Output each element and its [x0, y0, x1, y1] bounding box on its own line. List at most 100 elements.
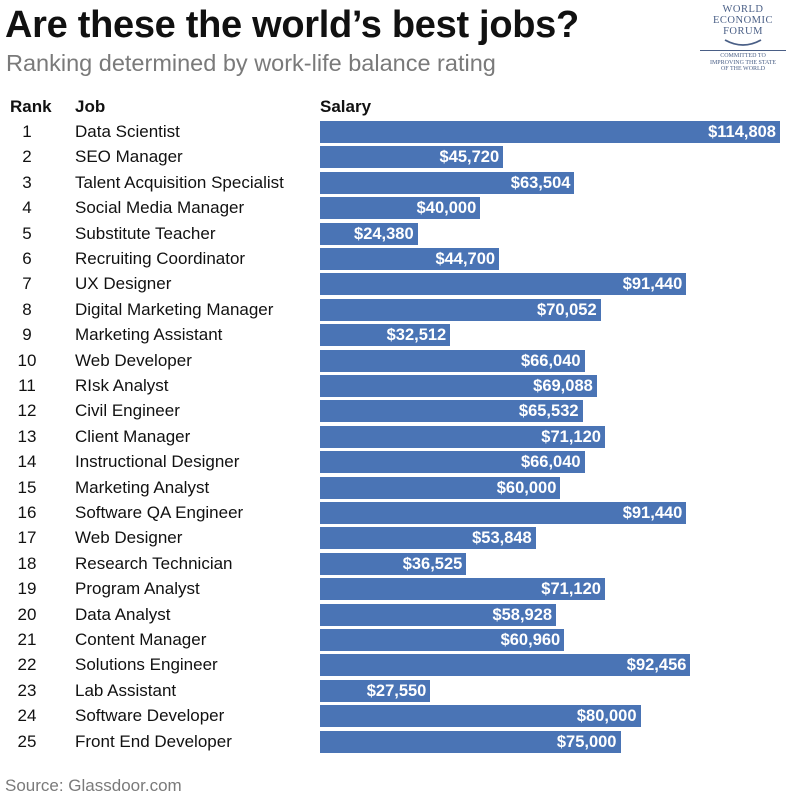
wef-logo: WORLD ECONOMIC FORUM COMMITTED TO IMPROV…	[700, 4, 786, 73]
job-label: Solutions Engineer	[75, 655, 218, 675]
rank-label: 21	[17, 630, 37, 649]
chart-row: 9 Marketing Assistant $32,512	[0, 324, 789, 347]
job-label: Talent Acquisition Specialist	[75, 172, 284, 192]
logo-tagline-2: IMPROVING THE STATE	[709, 59, 777, 66]
salary-bar: $69,088	[320, 375, 597, 397]
rank-label: 20	[17, 604, 37, 624]
chart-row: 15 Marketing Analyst $60,000	[0, 476, 789, 499]
job-label: SEO Manager	[75, 147, 183, 167]
salary-value-label: $70,052	[537, 300, 597, 319]
job-label: Research Technician	[75, 553, 233, 573]
chart-row: 16 Software QA Engineer $91,440	[0, 502, 789, 524]
job-label: Marketing Analyst	[75, 477, 210, 497]
chart-row: 2 SEO Manager $45,720	[0, 146, 789, 169]
rank-label: 13	[17, 426, 37, 446]
job-label: Lab Assistant	[75, 680, 177, 700]
salary-value-label: $75,000	[556, 732, 617, 751]
rank-label: 4	[22, 198, 32, 218]
salary-value-label: $44,700	[435, 250, 496, 268]
chart-row: 8 Digital Marketing Manager $70,052	[0, 298, 789, 321]
salary-value-label: $45,720	[439, 148, 500, 167]
salary-bar: $60,000	[320, 476, 561, 499]
chart-row: 6 Recruiting Coordinator $44,700	[0, 248, 789, 270]
salary-value-label: $36,525	[402, 554, 463, 573]
salary-value-label: $24,380	[354, 224, 414, 243]
rank-label: 23	[17, 680, 37, 700]
job-label: Front End Developer	[75, 731, 232, 751]
job-label: RIsk Analyst	[75, 376, 169, 395]
job-label: Content Manager	[75, 630, 207, 649]
salary-value-label: $40,000	[416, 199, 477, 218]
job-label: Social Media Manager	[75, 198, 245, 218]
job-label: Instructional Designer	[75, 452, 240, 472]
chart-row: 20 Data Analyst $58,928	[0, 603, 789, 626]
chart-row: 10 Web Developer $66,040	[0, 349, 789, 372]
chart-row: 18 Research Technician $36,525	[0, 552, 789, 575]
salary-bar: $32,512	[320, 324, 451, 347]
salary-value-label: $60,960	[500, 631, 561, 649]
chart-title: Are these the world’s best jobs?	[5, 4, 579, 46]
salary-header: Salary	[320, 97, 372, 116]
salary-bar: $92,456	[320, 654, 691, 677]
salary-bar: $58,928	[320, 603, 557, 626]
salary-bar: $40,000	[320, 197, 481, 220]
rank-label: 19	[17, 579, 37, 599]
salary-value-label: $58,928	[492, 605, 553, 624]
rank-label: 11	[18, 376, 36, 395]
job-label: UX Designer	[75, 274, 172, 294]
rank-label: 22	[17, 655, 37, 675]
job-label: Software Developer	[75, 706, 225, 726]
chart-row: 17 Web Designer $53,848	[0, 527, 789, 550]
job-label: Program Analyst	[75, 579, 200, 599]
rank-label: 25	[17, 731, 37, 751]
rank-label: 10	[17, 350, 37, 370]
chart-row: 1 Data Scientist $114,808	[0, 121, 789, 143]
rank-label: 5	[22, 223, 32, 243]
salary-bar: $60,960	[320, 629, 565, 651]
rank-label: 14	[17, 452, 37, 472]
job-label: Data Scientist	[75, 122, 180, 141]
salary-value-label: $114,808	[708, 123, 776, 141]
rank-label: 6	[22, 249, 32, 268]
salary-bar: $44,700	[320, 248, 500, 270]
logo-tagline-1: COMMITTED TO	[720, 53, 766, 59]
chart-row: 5 Substitute Teacher $24,380	[0, 222, 789, 245]
logo-line-3: FORUM	[723, 26, 763, 37]
salary-value-label: $91,440	[622, 275, 683, 294]
chart-row: 23 Lab Assistant $27,550	[0, 679, 789, 702]
salary-bar: $63,504	[320, 171, 575, 194]
rank-label: 9	[22, 325, 32, 345]
rank-label: 16	[17, 503, 37, 522]
rank-label: 24	[17, 706, 37, 726]
rank-label: 2	[22, 147, 32, 167]
rank-label: 18	[17, 553, 37, 573]
job-label: Substitute Teacher	[75, 223, 216, 243]
chart-row: 25 Front End Developer $75,000	[0, 730, 789, 753]
rank-label: 7	[22, 274, 32, 294]
salary-value-label: $66,040	[520, 351, 581, 370]
source-note: Source: Glassdoor.com	[5, 776, 182, 795]
salary-bar: $114,808	[320, 121, 780, 143]
salary-value-label: $53,848	[472, 529, 532, 548]
salary-bar: $45,720	[320, 146, 504, 169]
salary-value-label: $32,512	[386, 326, 447, 345]
salary-bar: $70,052	[320, 298, 601, 321]
logo-line-1: WORLD	[722, 4, 764, 15]
chart-row: 24 Software Developer $80,000	[0, 705, 789, 728]
salary-bar: $53,848	[320, 527, 536, 550]
rank-label: 3	[22, 172, 32, 192]
job-label: Data Analyst	[75, 604, 171, 624]
rank-header: Rank	[10, 97, 52, 116]
salary-bar: $75,000	[320, 730, 621, 753]
rank-label: 12	[17, 401, 37, 421]
chart-row: 4 Social Media Manager $40,000	[0, 197, 789, 220]
salary-value-label: $65,532	[518, 402, 579, 421]
job-label: Web Developer	[75, 350, 192, 370]
chart-row: 13 Client Manager $71,120	[0, 425, 789, 448]
salary-bar: $66,040	[320, 451, 585, 474]
job-label: Marketing Assistant	[75, 325, 223, 345]
chart-subtitle: Ranking determined by work-life balance …	[6, 50, 496, 76]
chart-row: 11 RIsk Analyst $69,088	[0, 375, 789, 397]
chart-row: 3 Talent Acquisition Specialist $63,504	[0, 171, 789, 194]
job-header: Job	[75, 97, 106, 116]
